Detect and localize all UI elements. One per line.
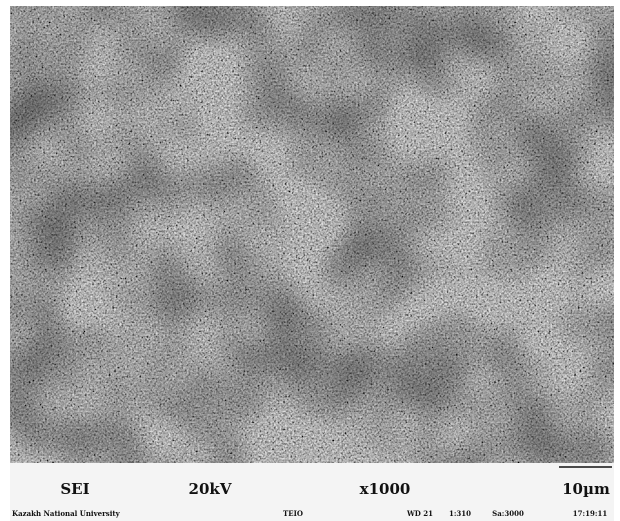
info-bar xyxy=(10,463,614,521)
field: TEIO xyxy=(283,509,303,518)
voltage: 20kV xyxy=(189,480,232,498)
field: Sa:3000 xyxy=(492,509,524,518)
micrograph-shading xyxy=(10,6,614,463)
field: WD 21 xyxy=(406,509,433,518)
field: 1:310 xyxy=(449,509,471,518)
detector: SEI xyxy=(60,480,89,498)
scale-label: 10µm xyxy=(562,480,610,498)
institution: Kazakh National University xyxy=(12,509,121,518)
field: 17:19:11 xyxy=(573,509,608,518)
magnification: x1000 xyxy=(360,480,411,498)
micrograph xyxy=(10,6,614,463)
